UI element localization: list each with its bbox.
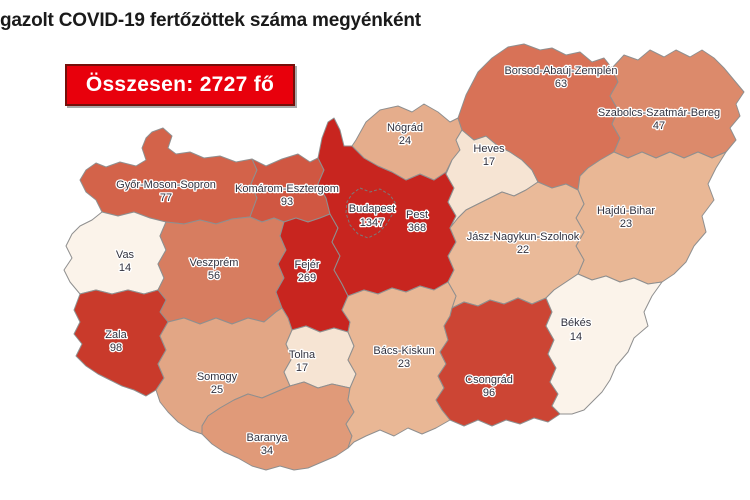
county-label-pest: Pest [406,209,428,221]
county-label-csongrad: Csongrád [465,374,513,386]
county-value-csongrad: 96 [483,387,495,399]
county-value-bacs-kiskun: 23 [398,358,410,370]
total-badge: Összesen: 2727 fő [65,64,295,106]
county-value-heves: 17 [483,156,495,168]
county-value-tolna: 17 [296,362,308,374]
county-label-tolna: Tolna [289,349,316,361]
county-label-jasz-nagykun-szolnok: Jász-Nagykun-Szolnok [467,231,580,243]
county-label-hajdu-bihar: Hajdú-Bihar [597,205,655,217]
county-shape-bacs-kiskun [341,281,457,449]
county-label-vas: Vas [116,249,135,261]
total-badge-label: Összesen: 2727 fő [85,73,275,96]
county-value-jasz-nagykun-szolnok: 22 [517,244,529,256]
county-value-hajdu-bihar: 23 [620,218,632,230]
county-label-heves: Heves [473,143,505,155]
county-value-veszprem: 56 [208,270,220,282]
county-value-pest: 368 [408,222,426,234]
county-label-veszprem: Veszprém [190,257,239,269]
county-value-borsod-abauj-zemplen: 63 [555,78,567,90]
county-value-szabolcs-szatmar-bereg: 47 [653,120,665,132]
county-label-somogy: Somogy [197,371,238,383]
county-label-nograd: Nógrád [387,122,423,134]
county-shape-budapest [345,187,397,239]
county-shape-bekes [545,273,663,415]
county-label-bacs-kiskun: Bács-Kiskun [373,345,434,357]
county-value-zala: 98 [110,342,122,354]
county-label-zala: Zala [105,329,127,341]
county-label-baranya: Baranya [247,432,289,444]
county-label-budapest: Budapest [349,203,395,215]
county-value-budapest: 1347 [360,217,384,229]
county-label-gyor-moson-sopron: Győr-Moson-Sopron [116,179,216,191]
county-shape-szabolcs-szatmar-bereg [609,49,745,159]
county-label-borsod-abauj-zemplen: Borsod-Abaúj-Zemplén [504,65,617,77]
county-label-bekes: Békés [561,317,592,329]
county-value-baranya: 34 [261,445,273,457]
county-shape-hajdu-bihar [575,151,727,285]
county-labels: Győr-Moson-Sopron 77 Komárom-Esztergom 9… [104,64,721,459]
county-value-komarom-esztergom: 93 [281,196,293,208]
county-shapes [63,43,745,471]
county-value-bekes: 14 [570,331,582,343]
county-shape-csongrad [435,297,561,427]
county-label-szabolcs-szatmar-bereg: Szabolcs-Szatmár-Bereg [598,107,720,119]
county-label-komarom-esztergom: Komárom-Esztergom [235,183,339,195]
county-shape-veszprem [157,216,287,325]
county-value-gyor-moson-sopron: 77 [160,192,172,204]
county-label-fejer: Fejér [294,259,319,271]
county-value-vas: 14 [119,262,131,274]
county-value-somogy: 25 [211,384,223,396]
county-value-fejer: 269 [298,272,316,284]
page-title: gazolt COVID-19 fertőzöttek száma megyén… [0,10,421,31]
county-value-nograd: 24 [399,135,411,147]
county-shape-gyor-moson-sopron [79,127,258,225]
